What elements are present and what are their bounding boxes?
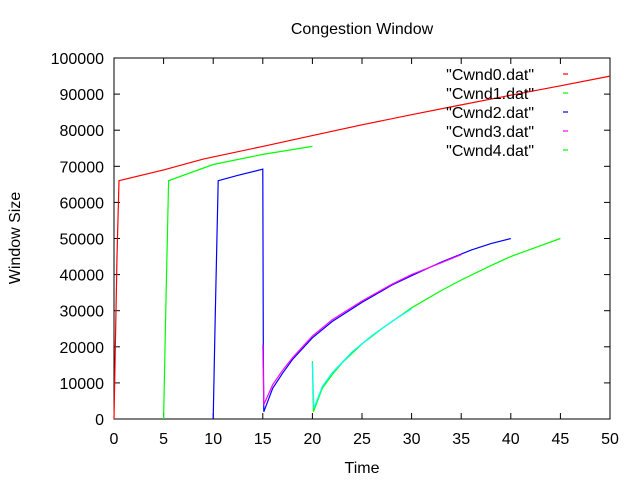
plot-frame: [113, 57, 611, 420]
y-tick-label: 0: [95, 412, 104, 429]
legend-label: "Cwnd3.dat": [446, 124, 534, 141]
x-axis-ticks: 0 5 10 15 20 25 30 35 40 45 50: [110, 58, 619, 448]
y-tick-label: 30000: [60, 304, 105, 321]
y-tick-label: 90000: [60, 87, 105, 104]
legend-label: "Cwnd0.dat": [446, 67, 534, 84]
x-tick-label: 35: [452, 431, 470, 448]
y-tick-label: 60000: [60, 195, 105, 212]
series-line-5: [311, 308, 412, 409]
x-tick-label: 20: [304, 431, 322, 448]
x-tick-label: 5: [159, 431, 168, 448]
y-axis-ticks: 0 10000 20000 30000 40000 50000 60000 70000 8000…: [51, 51, 610, 429]
chart-title: Congestion Window: [291, 21, 434, 38]
y-tick-label: 40000: [60, 268, 105, 285]
x-tick-label: 50: [601, 431, 619, 448]
series-layer: [113, 75, 611, 420]
legend-label: "Cwnd4.dat": [446, 143, 534, 160]
y-tick-label: 80000: [60, 123, 105, 140]
x-tick-label: 15: [254, 431, 272, 448]
x-tick-label: 0: [110, 431, 119, 448]
y-tick-label: 100000: [51, 51, 104, 68]
series-line-1: [163, 145, 313, 420]
series-line-3: [262, 254, 462, 405]
legend-label: "Cwnd1.dat": [446, 86, 534, 103]
y-tick-label: 70000: [60, 159, 105, 176]
x-tick-label: 40: [502, 431, 520, 448]
x-axis-label: Time: [345, 460, 380, 477]
x-tick-label: 30: [403, 431, 421, 448]
plot-border: [113, 57, 611, 420]
series-line-2: [212, 168, 511, 420]
legend: "Cwnd0.dat" "Cwnd1.dat" "Cwnd2.dat" "Cwnd3.…: [446, 67, 568, 160]
y-axis-label: Window Size: [7, 192, 24, 285]
x-tick-label: 25: [353, 431, 371, 448]
x-tick-label: 10: [204, 431, 222, 448]
series-line-0: [113, 75, 611, 420]
legend-label: "Cwnd2.dat": [446, 105, 534, 122]
x-tick-label: 45: [552, 431, 570, 448]
y-tick-label: 20000: [60, 340, 105, 357]
y-tick-label: 10000: [60, 376, 105, 393]
y-tick-label: 50000: [60, 232, 105, 249]
